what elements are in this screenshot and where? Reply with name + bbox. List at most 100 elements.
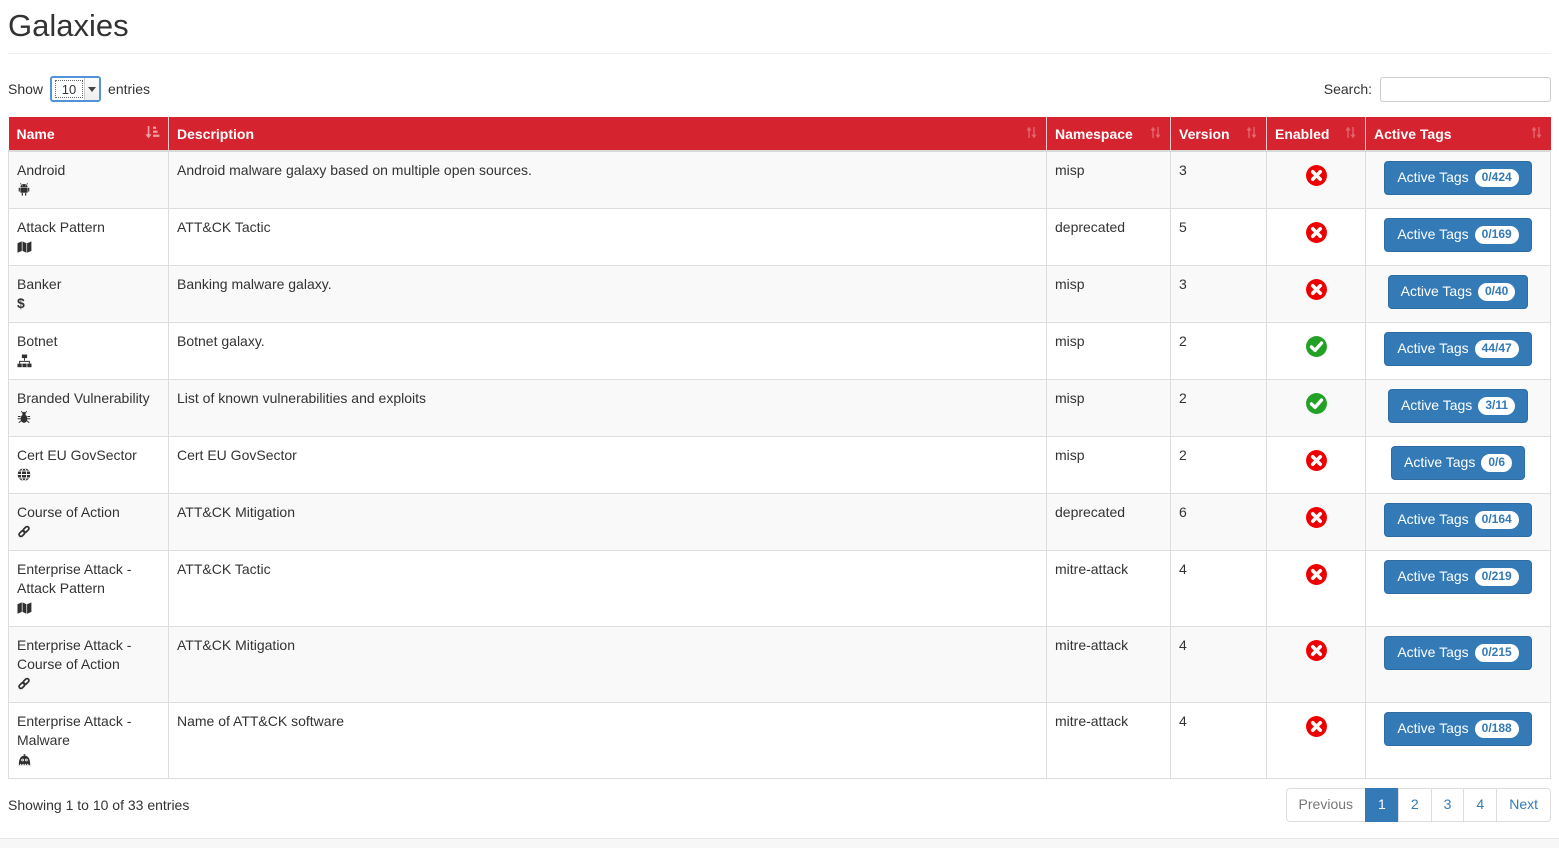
active-tags-button[interactable]: Active Tags 0/40 xyxy=(1387,275,1529,309)
showing-entries-text: Showing 1 to 10 of 33 entries xyxy=(8,796,190,813)
description-cell: List of known vulnerabilities and exploi… xyxy=(168,379,1047,437)
enabled-cell xyxy=(1266,626,1366,703)
table-row: Enterprise Attack - Malware Name of ATT&… xyxy=(8,702,1551,779)
table-row: Branded Vulnerability List of known vuln… xyxy=(8,379,1551,437)
table-body: Android Android malware galaxy based on … xyxy=(8,150,1551,779)
active-tags-button[interactable]: Active Tags 3/11 xyxy=(1387,389,1529,423)
check-circle-icon[interactable] xyxy=(1305,392,1328,415)
namespace-cell: misp xyxy=(1046,265,1171,323)
description-cell: Botnet galaxy. xyxy=(168,322,1047,380)
page-title: Galaxies xyxy=(8,8,129,43)
title-divider xyxy=(8,53,1551,54)
x-circle-icon[interactable] xyxy=(1305,278,1328,301)
column-header-active-tags[interactable]: Active Tags xyxy=(1365,117,1551,152)
active-tags-button[interactable]: Active Tags 0/164 xyxy=(1384,503,1532,537)
pagination-page-1[interactable]: 1 xyxy=(1365,788,1399,822)
search-input[interactable] xyxy=(1380,76,1551,102)
name-cell: Banker $ xyxy=(8,265,169,323)
table-footer: Showing 1 to 10 of 33 entries Previous 1… xyxy=(8,788,1551,822)
android-icon xyxy=(17,180,160,199)
galaxy-name: Branded Vulnerability xyxy=(17,390,150,406)
namespace-cell: mitre-attack xyxy=(1046,550,1171,627)
x-circle-icon[interactable] xyxy=(1305,506,1328,529)
x-circle-icon[interactable] xyxy=(1305,563,1328,586)
active-tags-cell: Active Tags 44/47 xyxy=(1365,322,1551,380)
x-circle-icon[interactable] xyxy=(1305,639,1328,662)
active-tags-button[interactable]: Active Tags 0/219 xyxy=(1384,560,1532,594)
active-tags-count-badge: 0/424 xyxy=(1474,169,1519,187)
version-cell: 2 xyxy=(1170,379,1267,437)
column-header-version[interactable]: Version xyxy=(1170,117,1267,152)
active-tags-button[interactable]: Active Tags 0/424 xyxy=(1384,161,1532,195)
namespace-cell: misp xyxy=(1046,150,1171,209)
x-circle-icon[interactable] xyxy=(1305,164,1328,187)
show-label: Show xyxy=(8,81,44,97)
table-row: Enterprise Attack - Course of Action ATT… xyxy=(8,626,1551,703)
bug-icon xyxy=(17,408,160,427)
check-circle-icon[interactable] xyxy=(1305,335,1328,358)
active-tags-button[interactable]: Active Tags 0/169 xyxy=(1384,218,1532,252)
x-circle-icon[interactable] xyxy=(1305,449,1328,472)
active-tags-button[interactable]: Active Tags 0/215 xyxy=(1384,636,1532,670)
table-row: Course of Action ATT&CK Mitigation depre… xyxy=(8,493,1551,551)
description-cell: Banking malware galaxy. xyxy=(168,265,1047,323)
pagination-page-2[interactable]: 2 xyxy=(1397,788,1432,822)
active-tags-button[interactable]: Active Tags 0/6 xyxy=(1390,446,1526,480)
active-tags-count-badge: 0/169 xyxy=(1474,226,1519,244)
description-cell: ATT&CK Mitigation xyxy=(168,626,1047,703)
column-header-enabled[interactable]: Enabled xyxy=(1266,117,1366,152)
enabled-cell xyxy=(1266,208,1366,266)
sort-both-icon xyxy=(1245,126,1258,142)
map-icon xyxy=(17,598,160,617)
x-circle-icon[interactable] xyxy=(1305,221,1328,244)
name-cell: Attack Pattern xyxy=(8,208,169,266)
pagination-page-3[interactable]: 3 xyxy=(1430,788,1465,822)
active-tags-label: Active Tags xyxy=(1403,454,1476,470)
column-header-description[interactable]: Description xyxy=(168,117,1047,152)
active-tags-count-badge: 0/215 xyxy=(1474,644,1519,662)
galaxy-name: Botnet xyxy=(17,333,58,349)
active-tags-label: Active Tags xyxy=(1397,644,1469,660)
active-tags-button[interactable]: Active Tags 0/188 xyxy=(1384,712,1532,746)
version-cell: 3 xyxy=(1170,150,1267,209)
active-tags-count-badge: 44/47 xyxy=(1474,340,1519,358)
active-tags-count-badge: 0/164 xyxy=(1474,511,1519,529)
sort-both-icon xyxy=(1530,126,1543,142)
table-row: Attack Pattern ATT&CK Tactic deprecated … xyxy=(8,208,1551,266)
column-header-name[interactable]: Name xyxy=(8,117,169,152)
active-tags-count-badge: 3/11 xyxy=(1478,397,1516,415)
galaxies-table: Name De xyxy=(8,117,1551,779)
galaxy-name: Attack Pattern xyxy=(17,219,105,235)
active-tags-cell: Active Tags 0/6 xyxy=(1365,436,1551,494)
pagination-next[interactable]: Next xyxy=(1496,788,1551,822)
page-length-select[interactable]: 10 xyxy=(50,76,102,102)
show-entries-control: Show 10 entries xyxy=(8,76,150,102)
pagination-page-4[interactable]: 4 xyxy=(1463,788,1498,822)
version-cell: 5 xyxy=(1170,208,1267,266)
sitemap-icon xyxy=(17,351,160,370)
x-circle-icon[interactable] xyxy=(1305,715,1328,738)
enabled-cell xyxy=(1266,493,1366,551)
chevron-down-icon xyxy=(84,78,100,100)
pagination-previous[interactable]: Previous xyxy=(1285,788,1367,822)
active-tags-count-badge: 0/219 xyxy=(1474,568,1519,586)
description-cell: Cert EU GovSector xyxy=(168,436,1047,494)
table-header-row: Name De xyxy=(8,117,1551,152)
search-control: Search: xyxy=(1324,76,1551,102)
active-tags-label: Active Tags xyxy=(1397,340,1469,356)
column-header-namespace[interactable]: Namespace xyxy=(1046,117,1171,152)
dollar-icon: $ xyxy=(17,295,25,311)
galaxy-name: Android xyxy=(17,162,66,178)
enabled-cell xyxy=(1266,265,1366,323)
description-cell: ATT&CK Tactic xyxy=(168,550,1047,627)
active-tags-button[interactable]: Active Tags 44/47 xyxy=(1384,332,1532,366)
active-tags-cell: Active Tags 0/169 xyxy=(1365,208,1551,266)
active-tags-cell: Active Tags 3/11 xyxy=(1365,379,1551,437)
name-cell: Botnet xyxy=(8,322,169,380)
page-length-value: 10 xyxy=(55,80,84,98)
name-cell: Enterprise Attack - Course of Action xyxy=(8,626,169,703)
active-tags-label: Active Tags xyxy=(1397,226,1469,242)
enabled-cell xyxy=(1266,436,1366,494)
galaxy-name: Enterprise Attack - Course of Action xyxy=(17,637,132,672)
